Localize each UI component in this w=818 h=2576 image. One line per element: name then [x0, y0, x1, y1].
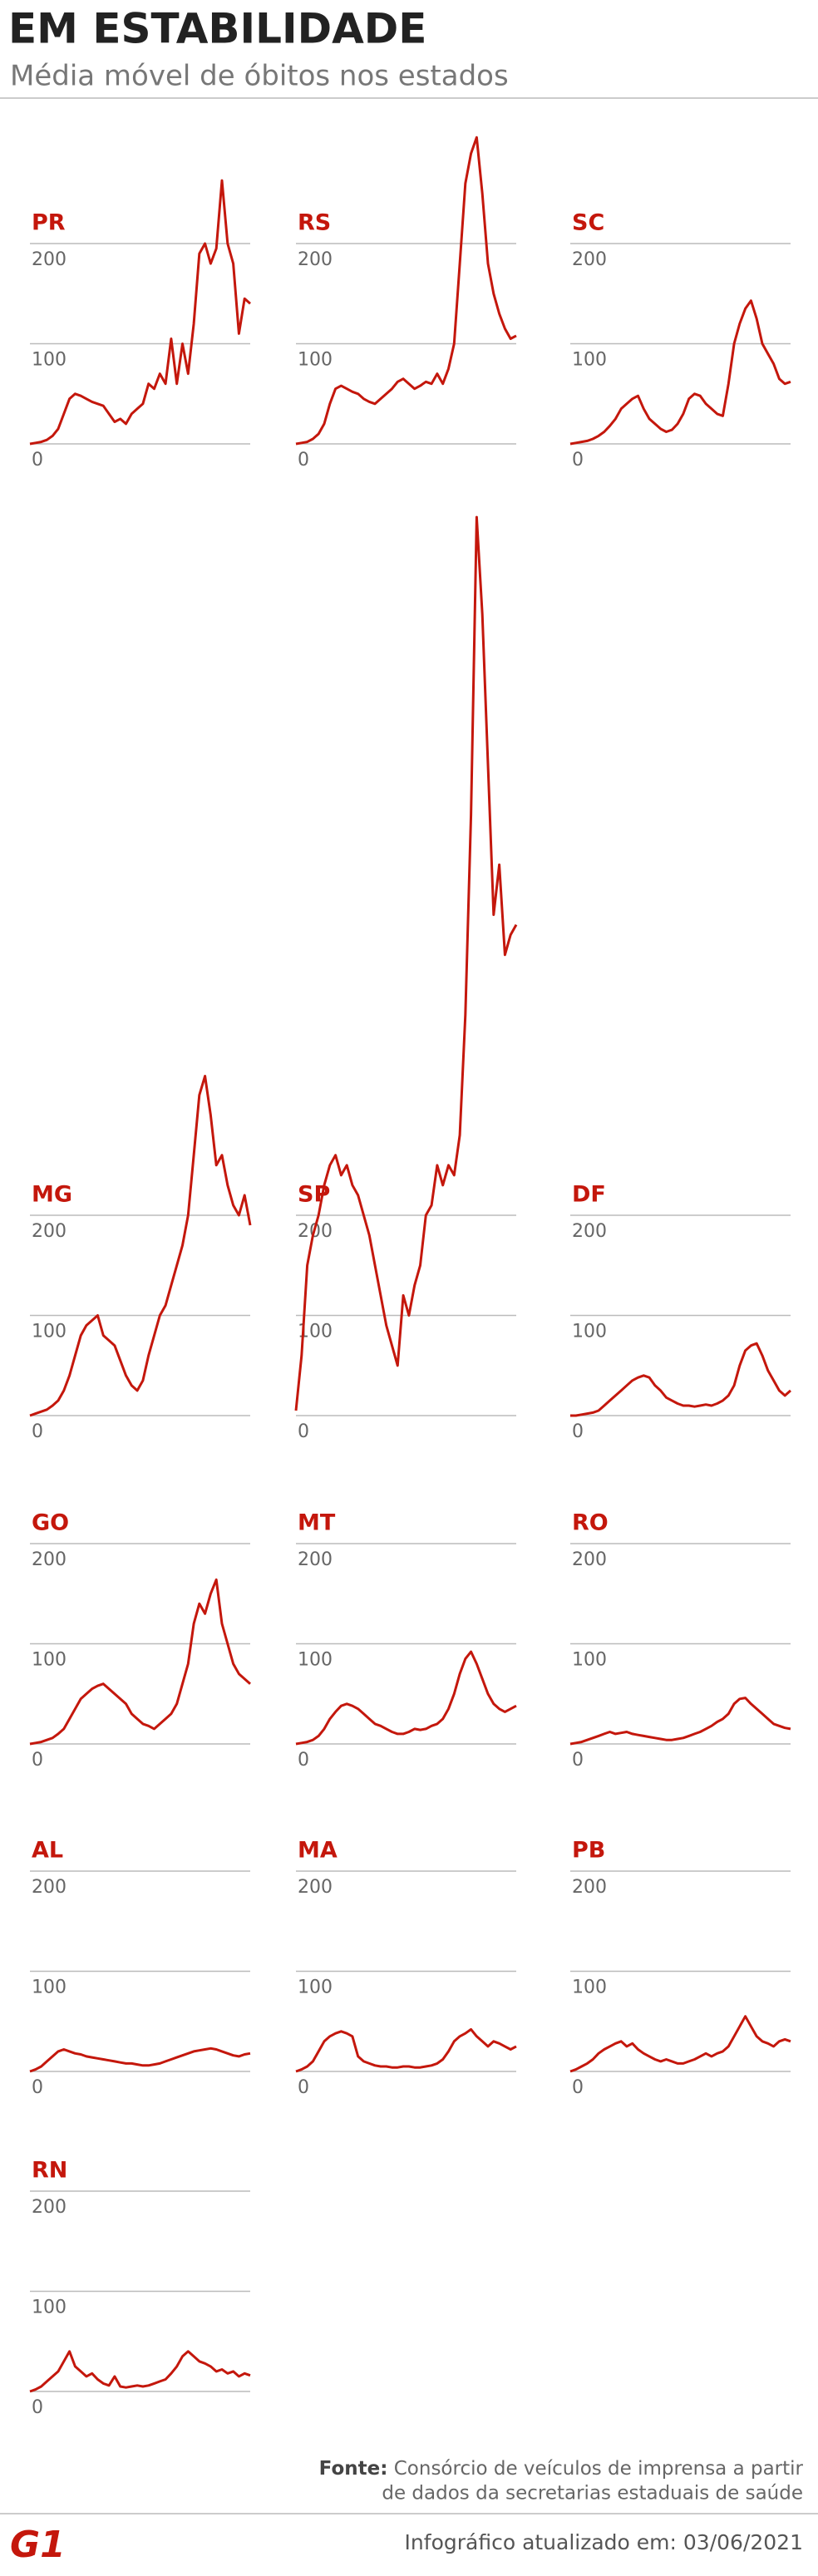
data-line [569, 2015, 791, 2073]
data-line [295, 2027, 517, 2073]
y-tick-label: 200 [298, 249, 333, 270]
y-tick-label: 200 [298, 1877, 333, 1898]
y-tick-label: 100 [572, 1650, 607, 1671]
y-tick-label: 100 [298, 1978, 333, 1998]
y-tick-label: 100 [572, 350, 607, 371]
y-tick-label: 100 [32, 1650, 67, 1671]
chart-title: RS [298, 210, 331, 236]
data-line [570, 1342, 791, 1417]
logo: G1 [10, 2524, 66, 2566]
data-line [569, 1697, 791, 1746]
data-line [29, 2047, 251, 2073]
y-tick-label: 200 [572, 1877, 607, 1898]
chart-title: MA [298, 1838, 338, 1864]
y-tick-label: 100 [572, 1978, 607, 1998]
source-text: de dados da secretarias estaduais de saú… [382, 2483, 803, 2505]
chart-title: MT [298, 1510, 336, 1536]
y-tick-label: 200 [572, 249, 607, 270]
y-tick-label: 100 [32, 2298, 67, 2318]
data-line [295, 1650, 517, 1746]
y-tick-label: 100 [32, 1322, 67, 1342]
data-line [294, 515, 518, 1411]
chart-title: MG [32, 1182, 72, 1208]
chart-title: RO [572, 1510, 609, 1536]
y-tick-label: 0 [298, 1750, 309, 1771]
data-line [295, 135, 517, 446]
y-tick-label: 0 [32, 2397, 43, 2418]
y-tick-label: 200 [32, 1549, 67, 1570]
y-tick-label: 200 [572, 1221, 607, 1242]
y-tick-label: 200 [32, 249, 67, 270]
y-tick-label: 100 [572, 1322, 607, 1342]
y-tick-label: 200 [32, 1877, 67, 1898]
y-tick-label: 0 [32, 1421, 43, 1442]
y-tick-label: 100 [298, 1650, 333, 1671]
y-tick-label: 200 [32, 2197, 67, 2218]
y-tick-label: 200 [572, 1549, 607, 1570]
data-line [29, 179, 251, 446]
y-tick-label: 0 [572, 1421, 584, 1442]
source-label: Fonte: [319, 2458, 388, 2480]
y-tick-label: 0 [298, 450, 309, 470]
y-tick-label: 0 [572, 1750, 584, 1771]
y-tick-label: 0 [32, 450, 43, 470]
updated: Infográfico atualizado em: 03/06/2021 [405, 2530, 803, 2554]
chart-title: RN [32, 2158, 67, 2184]
chart-title: GO [32, 1510, 69, 1536]
y-tick-label: 100 [32, 1978, 67, 1998]
data-line [29, 2350, 251, 2393]
chart-title: PB [572, 1838, 605, 1864]
page-subtitle: Média móvel de óbitos nos estados [10, 60, 509, 93]
y-tick-label: 100 [298, 350, 333, 371]
y-tick-label: 0 [32, 1750, 43, 1771]
y-tick-label: 200 [32, 1221, 67, 1242]
page-title: EM ESTABILIDADE [8, 5, 426, 53]
y-tick-label: 0 [298, 1421, 309, 1442]
chart-title: SC [572, 210, 604, 236]
data-line [29, 1578, 251, 1746]
y-tick-label: 0 [32, 2077, 43, 2098]
y-tick-label: 0 [572, 450, 584, 470]
source-text: Consórcio de veículos de imprensa a part… [394, 2458, 804, 2480]
y-tick-label: 0 [298, 2077, 309, 2098]
chart-title: DF [572, 1182, 606, 1208]
y-tick-label: 200 [298, 1549, 333, 1570]
chart-title: PR [32, 210, 66, 236]
y-tick-label: 0 [572, 2077, 584, 2098]
y-tick-label: 100 [32, 350, 67, 371]
data-line [569, 299, 791, 446]
data-line [29, 1075, 252, 1417]
chart-title: AL [32, 1838, 63, 1864]
source: Fonte: Consórcio de veículos de imprensa… [319, 2458, 804, 2480]
